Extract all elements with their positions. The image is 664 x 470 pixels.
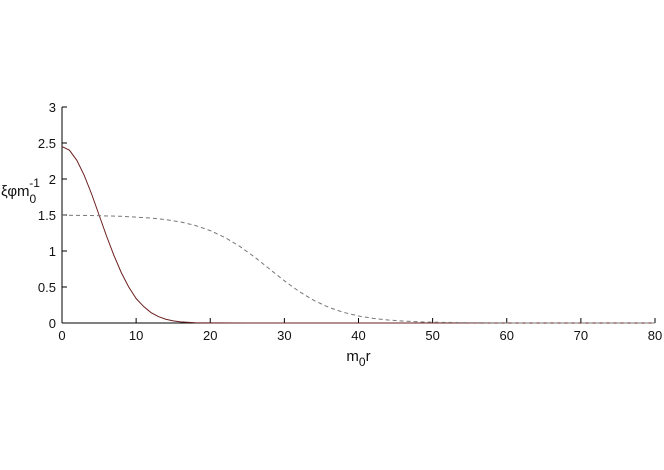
x-tick-label: 70 bbox=[574, 328, 588, 343]
y-label-sup: -1 bbox=[29, 176, 40, 190]
y-tick-label: 1.5 bbox=[38, 208, 56, 223]
y-axis-label: ξφm0 -1 bbox=[1, 176, 40, 206]
y-tick-label: 0.5 bbox=[38, 280, 56, 295]
y-tick-label: 0 bbox=[49, 316, 56, 331]
y-label-sub: 0 bbox=[30, 192, 37, 206]
y-tick-label: 3 bbox=[49, 100, 56, 115]
y-tick-label: 2.5 bbox=[38, 136, 56, 151]
y-tick-label: 1 bbox=[49, 244, 56, 259]
y-label-main: ξφm bbox=[1, 183, 30, 200]
x-label-sub: 0 bbox=[359, 355, 366, 369]
x-tick-label: 0 bbox=[58, 328, 65, 343]
data-line bbox=[61, 214, 655, 324]
x-label-tail: r bbox=[366, 348, 371, 365]
data-line bbox=[61, 146, 655, 324]
x-label-main: m bbox=[346, 348, 359, 365]
x-tick-label: 40 bbox=[351, 328, 365, 343]
x-tick-label: 20 bbox=[203, 328, 217, 343]
x-tick-label: 60 bbox=[500, 328, 514, 343]
x-axis-label: m0r bbox=[346, 348, 370, 369]
x-tick-label: 80 bbox=[648, 328, 662, 343]
x-tick-label: 10 bbox=[129, 328, 143, 343]
x-tick-label: 50 bbox=[425, 328, 439, 343]
y-tick-label: 2 bbox=[49, 172, 56, 187]
x-tick-label: 30 bbox=[277, 328, 291, 343]
